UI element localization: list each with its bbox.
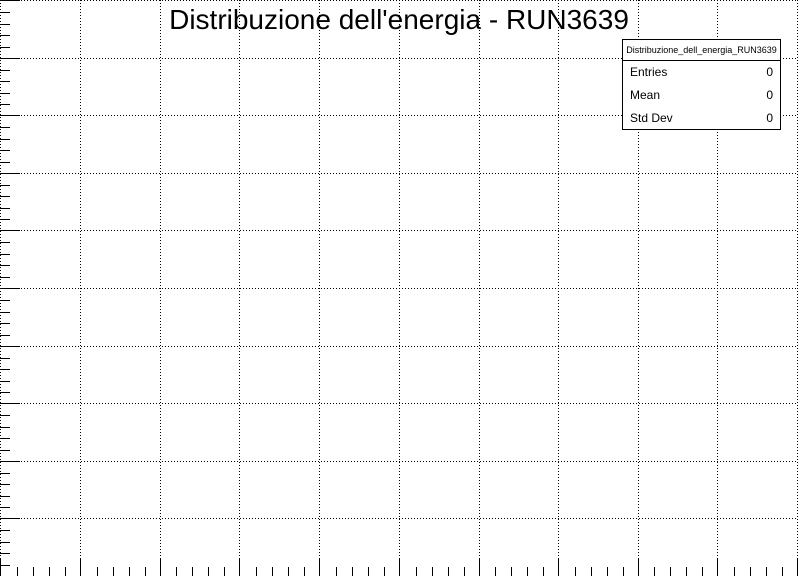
stats-row-mean: Mean 0 bbox=[623, 84, 780, 107]
stats-row-stddev: Std Dev 0 bbox=[623, 107, 780, 130]
stats-box-name: Distribuzione_dell_energia_RUN3639 bbox=[623, 40, 780, 61]
stats-row-entries: Entries 0 bbox=[623, 61, 780, 84]
stats-label: Std Dev bbox=[630, 111, 673, 125]
stats-label: Mean bbox=[630, 88, 661, 102]
stats-value: 0 bbox=[766, 88, 773, 102]
chart-title: Distribuzione dell'energia - RUN3639 bbox=[169, 4, 629, 35]
stats-label: Entries bbox=[630, 65, 668, 79]
stats-value: 0 bbox=[766, 111, 773, 125]
stats-box: Distribuzione_dell_energia_RUN3639 Entri… bbox=[622, 39, 781, 130]
stats-value: 0 bbox=[766, 65, 773, 79]
